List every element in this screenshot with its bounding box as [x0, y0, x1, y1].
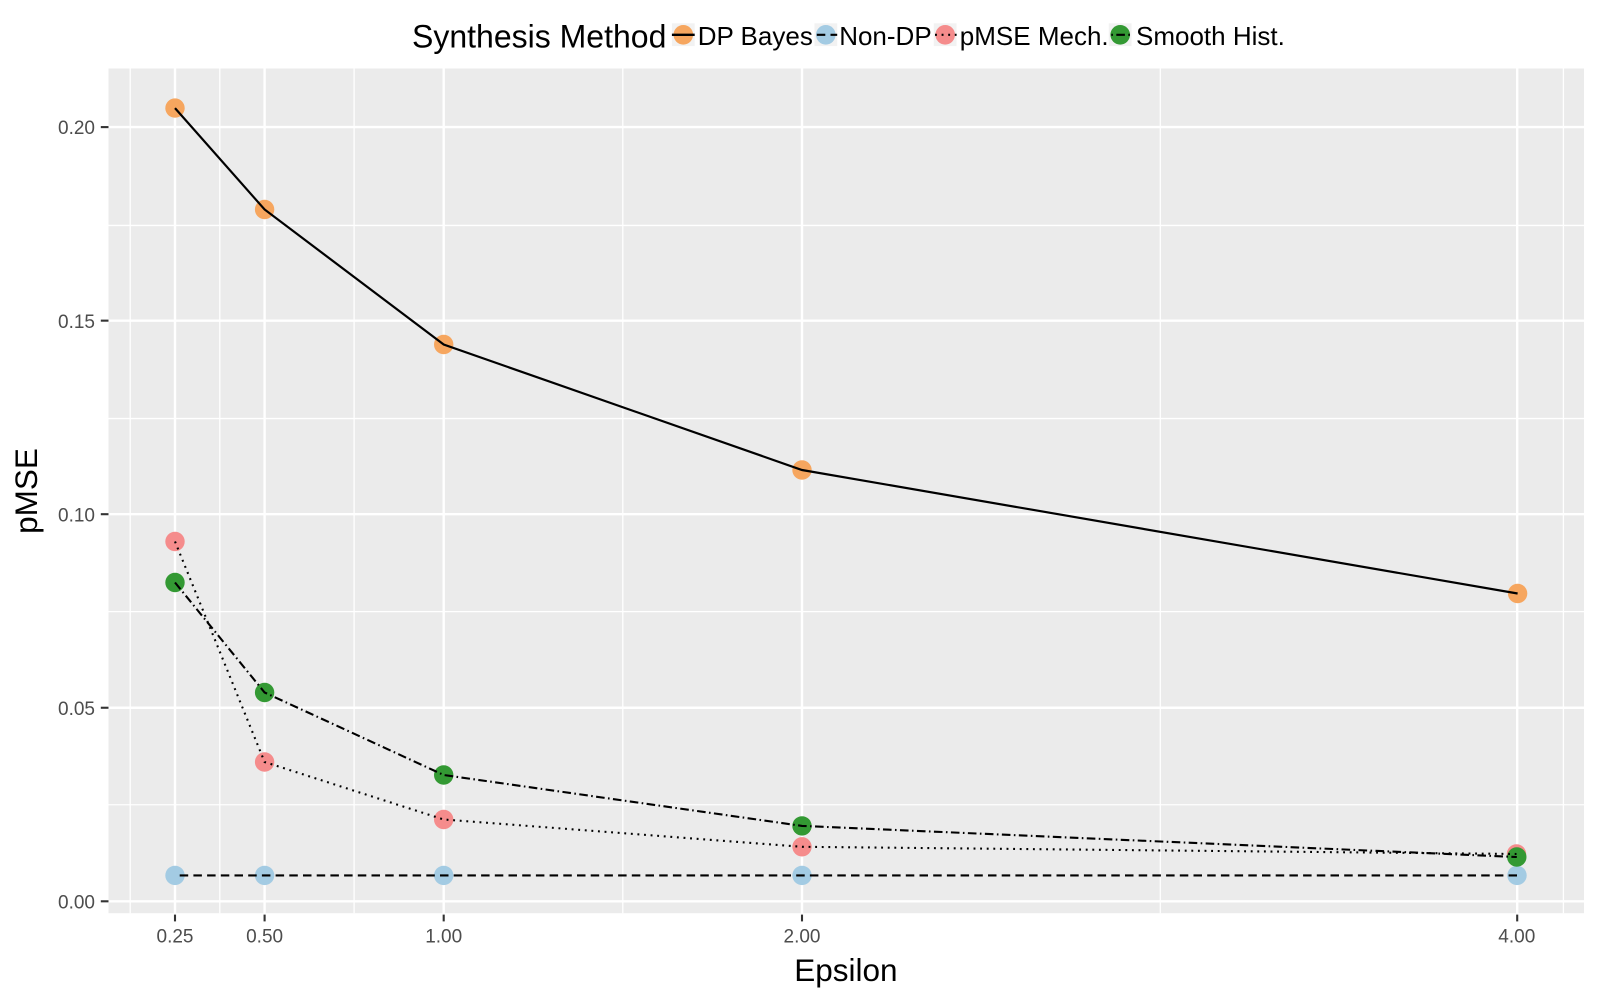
svg-text:Smooth Hist.: Smooth Hist.	[1136, 21, 1285, 51]
svg-text:0.25: 0.25	[157, 927, 194, 948]
svg-text:Synthesis Method: Synthesis Method	[412, 19, 666, 55]
svg-text:0.10: 0.10	[58, 505, 95, 526]
svg-text:Non-DP: Non-DP	[839, 21, 931, 51]
svg-text:Epsilon: Epsilon	[794, 952, 897, 988]
svg-text:2.00: 2.00	[784, 927, 821, 948]
svg-text:DP Bayes: DP Bayes	[698, 21, 813, 51]
svg-text:pMSE: pMSE	[8, 448, 44, 534]
svg-text:0.50: 0.50	[246, 927, 283, 948]
svg-text:0.15: 0.15	[58, 312, 95, 333]
svg-text:1.00: 1.00	[425, 927, 462, 948]
svg-text:0.05: 0.05	[58, 699, 95, 720]
svg-text:pMSE Mech.: pMSE Mech.	[960, 21, 1109, 51]
svg-text:4.00: 4.00	[1498, 927, 1535, 948]
svg-text:0.00: 0.00	[58, 892, 95, 913]
svg-text:0.20: 0.20	[58, 118, 95, 139]
